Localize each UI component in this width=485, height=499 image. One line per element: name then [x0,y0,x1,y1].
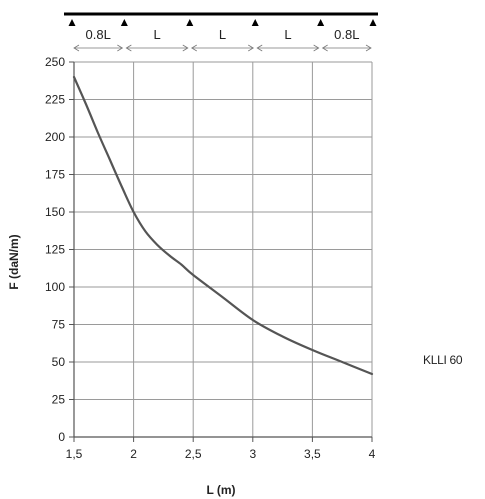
span-label: 0.8L [86,27,111,42]
y-tick-label: 25 [52,393,66,407]
dimension-arrow [248,44,254,52]
x-tick-label: 4 [369,447,376,461]
y-tick-label: 175 [45,168,65,182]
grid [69,61,373,442]
y-tick-label: 100 [45,280,65,294]
dimension-arrow [117,44,124,52]
y-axis-title: F (daN/m) [7,234,21,289]
dimension-arrow [125,44,132,52]
support-triangle [186,19,194,26]
x-tick-label: 3 [249,447,256,461]
y-tick-label: 250 [45,55,65,69]
x-tick-label: 2,5 [185,447,202,461]
dimension-arrow [191,44,197,52]
support-triangle [251,19,259,26]
y-tick-label: 200 [45,130,65,144]
dimension-arrow [182,44,189,52]
y-tick-label: 225 [45,93,65,107]
x-tick-label: 1,5 [66,447,83,461]
y-tick-label: 50 [52,355,66,369]
span-label: L [153,27,160,42]
span-label: 0.8L [334,27,359,42]
support-triangle [68,19,76,26]
x-tick-label: 3,5 [304,447,321,461]
support-triangle [120,19,128,26]
series-layer [72,75,374,376]
dimension-arrow [321,44,328,52]
span-diagram: 0.8L L L L 0.8L [64,12,378,52]
series-line [72,75,374,376]
dimension-arrow [256,44,263,52]
span-label: L [219,27,226,42]
dimension-arrow [365,44,372,52]
y-tick-label: 0 [58,430,65,444]
y-tick-label: 75 [52,318,66,332]
product-code-label: KLLI 60 [423,353,463,367]
y-tick-label: 150 [45,205,65,219]
dimension-arrow [73,44,80,52]
x-axis-title: L (m) [206,483,235,497]
support-triangle [369,19,377,26]
dimension-arrow [313,44,320,52]
y-tick-label: 125 [45,243,65,257]
span-label: L [284,27,291,42]
tick-labels: 0 25 50 75 100 125 150 175 200 225 250 1,5 2 2,5 3 3,5 4 [45,55,376,461]
support-triangle [317,19,325,26]
x-tick-label: 2 [130,447,137,461]
